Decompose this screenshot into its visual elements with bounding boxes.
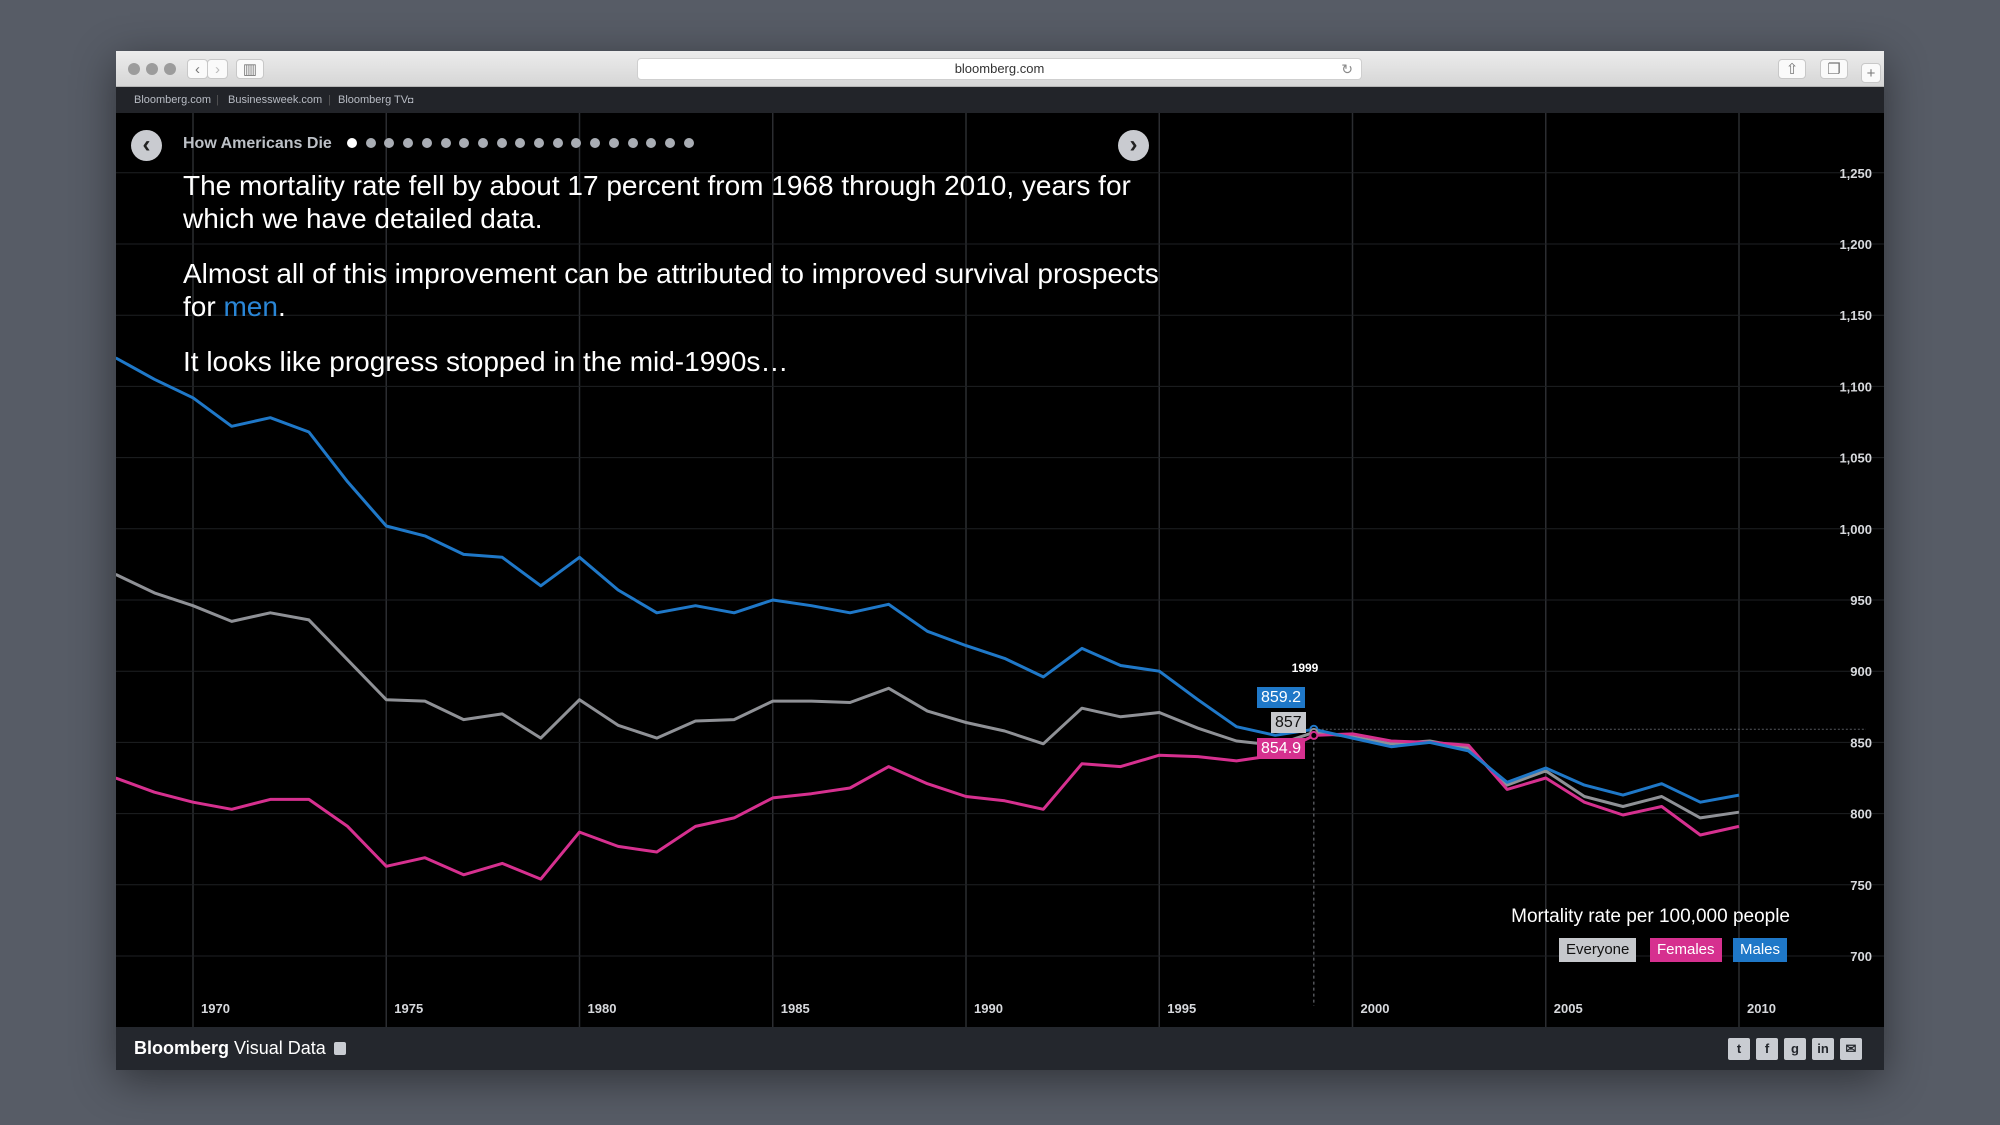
tooltip-males-value: 859.2 bbox=[1257, 687, 1306, 708]
close-window-button[interactable] bbox=[128, 63, 140, 75]
tooltip-year: 1999 bbox=[1291, 661, 1319, 675]
brand-rest: Visual Data bbox=[229, 1038, 326, 1058]
tabs-icon[interactable]: ❐ bbox=[1820, 59, 1848, 79]
y-tick-label: 1,150 bbox=[1839, 308, 1872, 323]
pagination-dot[interactable] bbox=[683, 138, 694, 148]
y-tick-label: 1,100 bbox=[1839, 379, 1872, 394]
bookmarks-bar: Bloomberg.com | Businessweek.com | Bloom… bbox=[116, 87, 1884, 113]
x-tick-label: 1995 bbox=[1167, 1001, 1196, 1016]
y-tick-label: 1,050 bbox=[1839, 451, 1872, 466]
y-tick-label: 700 bbox=[1850, 949, 1872, 964]
pagination-dot[interactable] bbox=[608, 138, 619, 148]
email-icon[interactable]: ✉ bbox=[1840, 1038, 1862, 1060]
bookmark-bloomberg[interactable]: Bloomberg.com bbox=[134, 94, 212, 106]
y-tick-label: 950 bbox=[1850, 593, 1872, 608]
y-tick-label: 1,000 bbox=[1839, 522, 1872, 537]
pagination-dot[interactable] bbox=[664, 138, 675, 148]
x-tick-label: 1970 bbox=[201, 1001, 230, 1016]
google-plus-icon[interactable]: g bbox=[1784, 1038, 1806, 1060]
legend-everyone[interactable]: Everyone bbox=[1559, 938, 1637, 962]
browser-window: ‹ › ▥ bloomberg.com ↻ ⇧ ❐ + Bloomberg.co… bbox=[116, 51, 1884, 1070]
series-line-females bbox=[116, 732, 1740, 881]
tooltip-everyone-value: 857 bbox=[1271, 712, 1306, 733]
external-link-icon: ◘ bbox=[408, 95, 414, 105]
pagination-dot[interactable] bbox=[552, 138, 563, 148]
story-paragraph: It looks like progress stopped in the mi… bbox=[183, 346, 789, 377]
pagination-dot[interactable] bbox=[440, 138, 451, 148]
pagination-dot[interactable] bbox=[421, 138, 432, 148]
story-text: The mortality rate fell by about 17 perc… bbox=[183, 169, 1163, 400]
story-text-span: Almost all of this improvement can be at… bbox=[183, 258, 1159, 322]
pagination-dot[interactable] bbox=[459, 138, 470, 148]
y-tick-label: 1,250 bbox=[1839, 166, 1872, 181]
minimize-window-button[interactable] bbox=[146, 63, 158, 75]
bookmark-divider: | bbox=[328, 94, 331, 106]
series-line-everyone bbox=[116, 573, 1740, 820]
legend-females[interactable]: Females bbox=[1650, 938, 1722, 962]
site-footer: Bloomberg Visual Data t f g in ✉ bbox=[116, 1027, 1884, 1070]
pagination-dot[interactable] bbox=[347, 138, 357, 148]
brand-bold: Bloomberg bbox=[134, 1038, 230, 1058]
pagination-dot[interactable] bbox=[496, 138, 507, 148]
forward-icon[interactable]: › bbox=[207, 59, 228, 79]
y-tick-label: 850 bbox=[1850, 735, 1872, 750]
x-tick-label: 2010 bbox=[1747, 1001, 1776, 1016]
x-tick-label: 1975 bbox=[394, 1001, 423, 1016]
tooltip-females-value: 854.9 bbox=[1257, 738, 1306, 759]
chat-icon bbox=[333, 1042, 346, 1055]
pagination-dot[interactable] bbox=[365, 138, 376, 148]
series-line-males bbox=[116, 356, 1740, 804]
bookmark-divider: | bbox=[216, 94, 219, 106]
story-paragraph: Almost all of this improvement can be at… bbox=[183, 257, 1163, 323]
new-tab-icon[interactable]: + bbox=[1861, 63, 1881, 83]
y-tick-label: 800 bbox=[1850, 807, 1872, 822]
story-title: How Americans Die bbox=[183, 135, 332, 152]
twitter-icon[interactable]: t bbox=[1728, 1038, 1750, 1060]
pagination-dot[interactable] bbox=[384, 138, 395, 148]
address-bar[interactable]: bloomberg.com ↻ bbox=[637, 58, 1362, 80]
zoom-window-button[interactable] bbox=[164, 63, 176, 75]
reload-icon[interactable]: ↻ bbox=[1341, 61, 1353, 77]
share-icon[interactable]: ⇧ bbox=[1778, 59, 1806, 79]
y-tick-label: 900 bbox=[1850, 664, 1872, 679]
facebook-icon[interactable]: f bbox=[1756, 1038, 1778, 1060]
y-tick-label: 750 bbox=[1850, 878, 1872, 893]
legend-title: Mortality rate per 100,000 people bbox=[1511, 906, 1790, 927]
x-tick-label: 1985 bbox=[781, 1001, 810, 1016]
linkedin-icon[interactable]: in bbox=[1812, 1038, 1834, 1060]
legend-males[interactable]: Males bbox=[1733, 938, 1788, 962]
x-tick-label: 1980 bbox=[588, 1001, 617, 1016]
x-tick-label: 2000 bbox=[1361, 1001, 1390, 1016]
story-text-span: . bbox=[277, 291, 286, 322]
back-icon[interactable]: ‹ bbox=[187, 59, 208, 79]
pagination-dot[interactable] bbox=[646, 138, 657, 148]
hover-point-females bbox=[1309, 730, 1319, 740]
pagination-dot[interactable] bbox=[403, 138, 414, 148]
previous-arrow-icon[interactable]: ‹ bbox=[131, 130, 162, 161]
pagination-dot[interactable] bbox=[534, 138, 544, 148]
x-tick-label: 2005 bbox=[1554, 1001, 1583, 1016]
y-tick-label: 1,200 bbox=[1839, 237, 1872, 252]
browser-toolbar: ‹ › ▥ bloomberg.com ↻ ⇧ ❐ + bbox=[116, 51, 1884, 87]
url-text: bloomberg.com bbox=[954, 61, 1045, 76]
story-paragraph: The mortality rate fell by about 17 perc… bbox=[183, 170, 1131, 234]
bloomberg-visual-data-logo[interactable]: Bloomberg Visual Data bbox=[134, 1038, 346, 1059]
next-arrow-icon[interactable]: › bbox=[1118, 130, 1149, 161]
pagination-dot[interactable] bbox=[590, 138, 601, 148]
pagination-dot[interactable] bbox=[627, 138, 638, 148]
mortality-line-chart: 1970 1975 1980 1985 1990 1995 2000 2005 2010 700 7… bbox=[116, 113, 1884, 1027]
bookmark-businessweek[interactable]: Businessweek.com bbox=[228, 94, 323, 106]
bookmark-bloomberg-tv[interactable]: Bloomberg TV bbox=[338, 94, 409, 106]
x-tick-label: 1990 bbox=[974, 1001, 1003, 1016]
sidebar-icon[interactable]: ▥ bbox=[236, 59, 264, 79]
pagination-dot[interactable] bbox=[477, 138, 488, 148]
pagination-dot[interactable] bbox=[571, 138, 582, 148]
pagination-dot[interactable] bbox=[515, 138, 526, 148]
men-link[interactable]: men bbox=[223, 291, 278, 322]
